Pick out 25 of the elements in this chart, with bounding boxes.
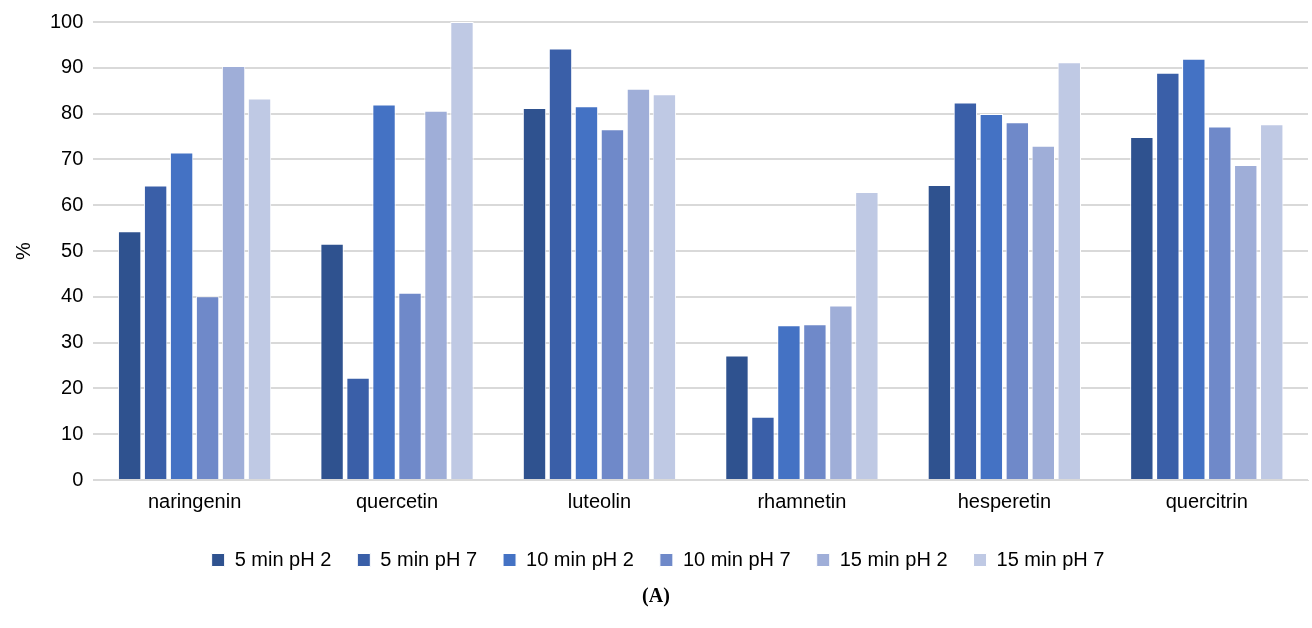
legend-label: 10 min pH 7 — [682, 547, 791, 570]
legend-label: 15 min pH 2 — [839, 547, 948, 570]
y-tick-label: 20 — [61, 375, 84, 398]
y-tick-label: 90 — [61, 55, 84, 78]
y-axis-title: % — [11, 241, 34, 260]
x-tick-label: luteolin — [567, 489, 632, 512]
y-tick-label: 30 — [61, 330, 84, 353]
legend-label: 15 min pH 7 — [996, 547, 1105, 570]
y-tick-label: 40 — [61, 284, 84, 307]
x-tick-label: quercitrin — [1165, 489, 1248, 512]
x-tick-label: hesperetin — [957, 489, 1052, 512]
y-tick-label: 70 — [61, 146, 84, 169]
y-tick-label: 50 — [61, 238, 84, 261]
y-tick-label: 100 — [49, 9, 84, 32]
text: (A) — [641, 584, 671, 607]
legend-label: 10 min pH 2 — [526, 547, 634, 570]
x-tick-label: rhamnetin — [757, 489, 847, 512]
y-tick-label: 80 — [61, 101, 84, 124]
y-tick-label: 10 — [61, 421, 84, 444]
x-tick-label: naringenin — [147, 489, 242, 512]
legend-label: 5 min pH 2 — [234, 547, 332, 570]
x-tick-label: quercetin — [355, 489, 439, 512]
legend-label: 5 min pH 7 — [380, 547, 478, 570]
y-tick-label: 0 — [72, 467, 84, 490]
y-tick-label: 60 — [61, 192, 84, 215]
